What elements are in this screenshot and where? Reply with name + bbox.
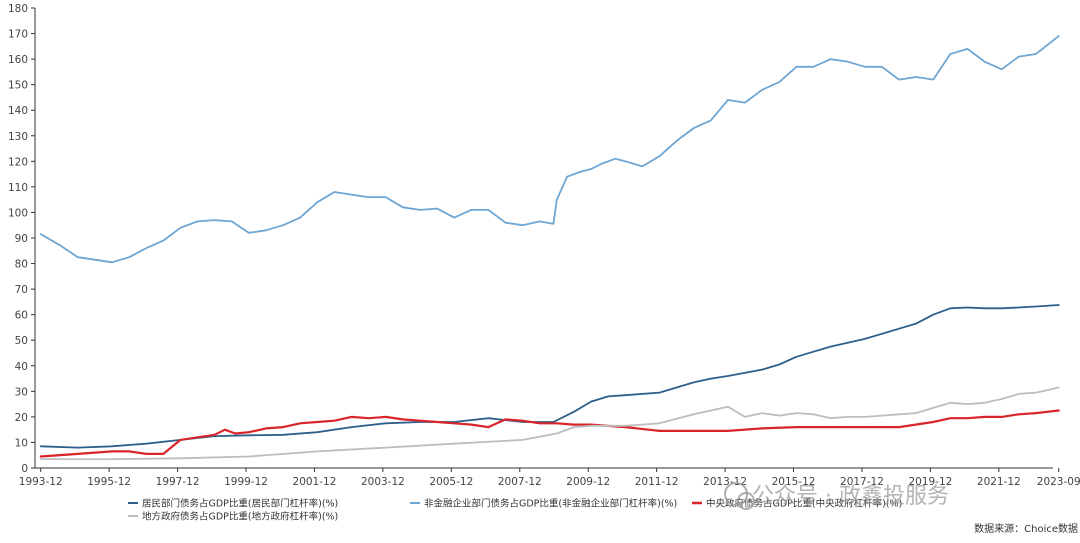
series-line-corporate	[39, 35, 1060, 264]
watermark: 公众号 · 政鑫投服务	[724, 482, 949, 510]
y-tick-label: 100	[8, 207, 28, 219]
y-tick-label: 0	[21, 463, 28, 475]
x-tick-label: 2011-12	[635, 476, 679, 488]
y-tick-label: 60	[15, 310, 28, 322]
data-source: 数据来源：Choice数据	[974, 522, 1078, 535]
legend-item-corporate: 非金融企业部门债务占GDP比重(非金融企业部门杠杆率)(%)	[410, 498, 677, 510]
wechat-logo-icon-inner	[737, 492, 755, 510]
x-tick-label: 2013-12	[703, 476, 747, 488]
legend: 居民部门债务占GDP比重(居民部门杠杆率)(%) 非金融企业部门债务占GDP比重…	[128, 498, 902, 523]
y-tick-label: 150	[8, 80, 28, 92]
y-tick-label: 120	[8, 156, 28, 168]
y-tick-label: 40	[15, 361, 28, 373]
y-tick-label: 50	[15, 335, 28, 347]
series-line-local-gov	[39, 386, 1060, 460]
x-tick-label: 1997-12	[156, 476, 200, 488]
axes: 0 10 20 30 40 50 60 70 80 90 100 110 120 130 140 150 160…	[8, 3, 1080, 488]
series-line-household	[39, 304, 1060, 449]
legend-label-corporate: 非金融企业部门债务占GDP比重(非金融企业部门杠杆率)(%)	[424, 498, 677, 510]
y-tick-label: 180	[8, 3, 28, 15]
y-tick-label: 30	[15, 386, 28, 398]
x-tick-label: 2017-12	[840, 476, 884, 488]
y-tick-label: 20	[15, 412, 28, 424]
legend-label-household: 居民部门债务占GDP比重(居民部门杠杆率)(%)	[142, 498, 338, 510]
x-tick-label: 2021-12	[977, 476, 1021, 488]
y-tick-label: 110	[8, 182, 28, 194]
x-tick-label: 1995-12	[87, 476, 131, 488]
legend-item-household: 居民部门债务占GDP比重(居民部门杠杆率)(%)	[128, 498, 338, 510]
y-tick-label: 140	[8, 105, 28, 117]
x-tick-label: 2001-12	[293, 476, 337, 488]
legend-label-local-gov: 地方政府债务占GDP比重(地方政府杠杆率)(%)	[142, 511, 338, 523]
series-lines	[39, 35, 1060, 460]
y-tick-label: 170	[8, 29, 28, 41]
x-tick-label: 1999-12	[224, 476, 268, 488]
y-tick-label: 160	[8, 54, 28, 66]
legend-label-central-gov: 中央政府债务占GDP比重(中央政府杠杆率)(%)	[706, 498, 902, 510]
x-tick-label: 2019-12	[908, 476, 952, 488]
x-tick-label: 2003-12	[361, 476, 405, 488]
series-line-central-gov	[39, 409, 1060, 458]
x-tick-label: 2009-12	[566, 476, 610, 488]
x-tick-label: 2007-12	[498, 476, 542, 488]
x-tick-label: 2005-12	[429, 476, 473, 488]
x-tick-label: 2023-09	[1037, 476, 1080, 488]
y-tick-label: 90	[15, 233, 28, 245]
x-tick-label: 2015-12	[772, 476, 816, 488]
legend-item-central-gov: 中央政府债务占GDP比重(中央政府杠杆率)(%)	[692, 498, 902, 510]
watermark-text: 公众号 · 政鑫投服务	[752, 484, 949, 509]
legend-item-local-gov: 地方政府债务占GDP比重(地方政府杠杆率)(%)	[128, 511, 338, 523]
y-tick-label: 130	[8, 131, 28, 143]
x-tick-label: 1993-12	[19, 476, 63, 488]
y-tick-label: 70	[15, 284, 28, 296]
y-tick-label: 10	[15, 437, 28, 449]
y-tick-label: 80	[15, 259, 28, 271]
